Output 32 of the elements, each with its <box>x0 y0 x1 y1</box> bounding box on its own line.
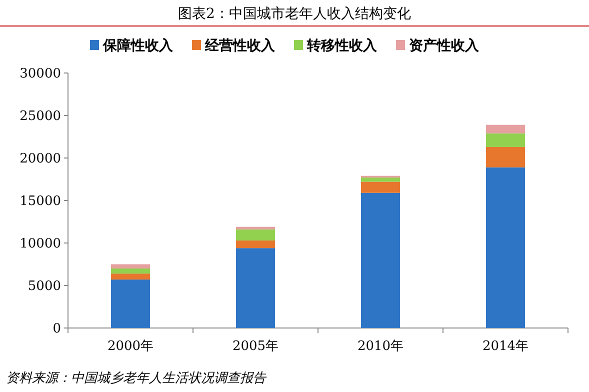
legend-label: 资产性收入 <box>409 37 480 54</box>
legend-label: 经营性收入 <box>204 38 276 54</box>
bar <box>486 133 525 147</box>
y-tick-label: 0 <box>52 322 61 336</box>
legend-label: 保障性收入 <box>102 37 174 54</box>
y-tick-label: 20000 <box>20 152 61 166</box>
y-tick-label: 15000 <box>20 194 61 209</box>
bar <box>486 124 525 134</box>
bar <box>111 274 150 280</box>
y-tick-label: 25000 <box>20 109 61 124</box>
bar <box>236 229 275 240</box>
bar <box>361 182 400 193</box>
bar <box>236 248 275 328</box>
chart-title: 图表2：中国城市老年人收入结构变化 <box>178 6 411 22</box>
bar <box>111 280 150 328</box>
bar <box>111 264 150 268</box>
legend-label: 转移性收入 <box>306 38 378 54</box>
bar <box>486 167 525 328</box>
x-tick-label: 2014年 <box>482 339 529 354</box>
x-tick-label: 2000年 <box>107 339 154 354</box>
bar <box>236 226 275 230</box>
bar <box>361 192 400 328</box>
x-tick-label: 2005年 <box>232 339 279 354</box>
y-tick-label: 5000 <box>28 279 61 294</box>
y-tick-label: 10000 <box>20 236 61 252</box>
bar <box>361 178 400 182</box>
text: 资料来源：中国城乡老年人生活状况调查报告 <box>6 371 267 386</box>
bar <box>111 268 150 274</box>
bar <box>236 240 275 248</box>
bar <box>486 146 525 168</box>
x-tick-label: 2010年 <box>357 339 404 354</box>
y-tick-label: 30000 <box>20 66 61 82</box>
